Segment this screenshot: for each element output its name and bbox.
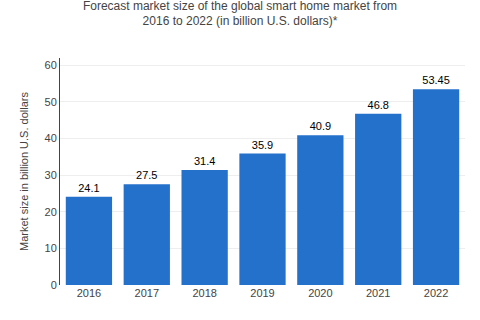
- svg-text:2018: 2018: [192, 287, 216, 299]
- svg-text:2016: 2016: [77, 287, 101, 299]
- svg-text:Market size in billion U.S. do: Market size in billion U.S. dollars: [18, 92, 30, 251]
- svg-text:27.5: 27.5: [136, 169, 157, 181]
- svg-text:10: 10: [45, 242, 57, 254]
- svg-text:24.1: 24.1: [78, 182, 99, 194]
- svg-text:0: 0: [51, 279, 57, 291]
- svg-text:2017: 2017: [135, 287, 159, 299]
- svg-text:Forecast market size of the gl: Forecast market size of the global smart…: [83, 0, 397, 28]
- svg-text:2019: 2019: [250, 287, 274, 299]
- svg-text:31.4: 31.4: [194, 155, 215, 167]
- svg-text:2022: 2022: [424, 287, 448, 299]
- svg-text:60: 60: [45, 59, 57, 71]
- svg-text:35.9: 35.9: [252, 139, 273, 151]
- svg-text:30: 30: [45, 169, 57, 181]
- svg-text:2020: 2020: [308, 287, 332, 299]
- svg-text:40.9: 40.9: [310, 120, 331, 132]
- svg-text:40: 40: [45, 132, 57, 144]
- svg-text:53.45: 53.45: [422, 74, 450, 86]
- svg-text:50: 50: [45, 96, 57, 108]
- svg-text:20: 20: [45, 206, 57, 218]
- svg-text:2021: 2021: [366, 287, 390, 299]
- svg-text:46.8: 46.8: [368, 99, 389, 111]
